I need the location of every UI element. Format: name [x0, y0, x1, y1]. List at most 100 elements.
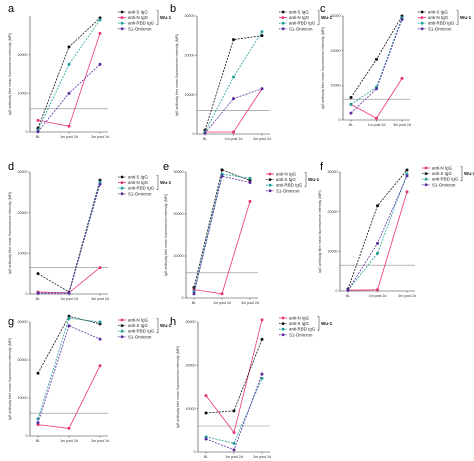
legend-swatch-marker — [120, 324, 124, 327]
data-point-s1-omicron — [36, 421, 40, 425]
data-point-s1-omicron — [405, 174, 409, 178]
y-axis-label: IgG antibody titre mean fluorescence int… — [176, 346, 180, 429]
x-tick-label: BL — [36, 135, 40, 139]
x-tick-label: 3m post 2d — [253, 137, 271, 141]
legend-swatch-marker — [268, 178, 272, 182]
data-point-anti-n-igg — [232, 431, 236, 434]
data-point-anti-rbd-igg — [349, 102, 353, 106]
legend-entry-anti-n-igg: anti-N IgG — [432, 166, 453, 171]
data-point-s1-omicron — [204, 437, 208, 441]
data-point-s1-omicron — [346, 288, 350, 292]
legend-swatch-marker — [120, 186, 124, 190]
data-point-s1-omicron — [400, 17, 404, 21]
data-point-anti-n-igg — [204, 394, 208, 398]
legend-swatch-marker — [424, 166, 428, 170]
series-line-anti-s-igg — [347, 169, 408, 290]
legend-swatch-marker — [120, 335, 124, 339]
series-line-s1-omicron — [37, 325, 101, 423]
legend-group-label: Wu-1 — [460, 15, 472, 20]
data-point-anti-rbd-igg — [232, 75, 235, 79]
y-tick-label: 30000 — [18, 320, 28, 324]
legend-entry-anti-s-igg: anti-S IgG — [432, 171, 452, 176]
y-axis-label: IgG antibody titre mean fluorescence int… — [175, 34, 179, 117]
y-tick-label: 30000 — [331, 14, 341, 18]
legend-entry-anti-n-igg: anti-N IgG — [289, 316, 310, 321]
x-tick-label: 3m post 2d — [91, 439, 109, 443]
legend-entry-anti-s-igg: anti-S IgG — [428, 10, 448, 15]
data-point-anti-rbd-igg — [248, 176, 252, 180]
x-tick-label: BL — [36, 297, 40, 301]
legend-entry-anti-rbd-igg: anti-RBD IgG — [128, 329, 155, 334]
panel-letter: c — [320, 3, 326, 15]
legend-entry-anti-rbd-igg: anti-RBD IgG — [128, 21, 155, 26]
legend-entry-anti-s-igg: anti-S IgG — [289, 321, 309, 326]
y-tick-label: 30000 — [185, 14, 195, 18]
legend-bracket — [460, 166, 463, 181]
y-tick-label: 10000 — [18, 252, 28, 256]
x-tick-label: 3m post 2d — [398, 294, 416, 298]
y-tick-label: 10000 — [185, 93, 195, 97]
data-point-s1-omicron — [98, 337, 102, 341]
y-axis-label: IgG antibody titre mean fluorescence int… — [164, 194, 168, 277]
series-line-s1-omicron — [38, 184, 101, 294]
data-point-anti-s-igg — [260, 337, 264, 341]
legend-swatch-marker — [120, 175, 124, 179]
x-tick-label: 3m post 2d — [91, 297, 109, 301]
legend-swatch-marker — [420, 16, 424, 19]
y-tick-label: 0 — [339, 118, 341, 122]
y-tick-label: 10000 — [18, 92, 28, 96]
y-tick-label: 0 — [194, 450, 196, 454]
panel-letter: a — [8, 3, 15, 15]
legend-entry-anti-n-igg: anti-N IgG — [289, 15, 310, 20]
panel-letter: b — [170, 3, 176, 15]
series-line-anti-n-igg — [37, 365, 101, 429]
y-tick-label: 0 — [182, 296, 184, 300]
data-point-s1-omicron — [203, 131, 207, 135]
legend-swatch-marker — [424, 183, 428, 187]
y-tick-label: 30000 — [18, 170, 28, 174]
panel-letter: g — [8, 316, 14, 328]
y-tick-label: 10000 — [331, 84, 341, 88]
y-tick-label: 0 — [26, 292, 28, 296]
chart-panel-g: g 0 10000 20000 30000 IgG antibody titre mean… — [8, 314, 172, 443]
legend-swatch-marker — [281, 27, 285, 31]
x-tick-label: BL — [346, 294, 350, 298]
x-tick-label: BL — [36, 439, 40, 443]
data-point-anti-n-igg — [400, 76, 404, 80]
legend-swatch-marker — [120, 181, 124, 185]
y-tick-label: 0 — [336, 289, 338, 293]
data-point-anti-rbd-igg — [67, 62, 71, 66]
y-axis-label: IgG antibody titre mean fluorescence int… — [321, 27, 325, 110]
legend-swatch-marker — [120, 21, 124, 25]
data-point-anti-rbd-igg — [98, 18, 102, 22]
legend-swatch-marker — [281, 327, 285, 331]
x-tick-label: 3m post 2d — [253, 455, 271, 459]
legend-entry-s1-omicron: S1-Omicron — [128, 334, 152, 339]
y-tick-label: 20000 — [328, 210, 338, 214]
legend-group-label: Wu-1 — [160, 323, 172, 328]
y-tick-label: 20000 — [18, 211, 28, 215]
data-point-anti-s-igg — [376, 204, 379, 208]
data-point-s1-omicron — [220, 174, 224, 178]
y-tick-label: 30000 — [328, 170, 338, 174]
y-axis-label: IgG antibody titre mean fluorescence int… — [8, 192, 12, 275]
x-tick-label: 3m post 2d — [393, 123, 411, 127]
data-point-anti-rbd-igg — [192, 290, 196, 294]
x-tick-label: 1m post 2d — [213, 301, 231, 305]
legend-swatch-marker — [281, 322, 285, 325]
legend-entry-anti-rbd-igg: anti-RBD IgG — [428, 21, 455, 26]
y-tick-label: 20000 — [185, 54, 195, 58]
series-line-s1-omicron — [204, 88, 263, 134]
legend-swatch-marker — [120, 192, 124, 196]
legend-bracket — [156, 318, 159, 333]
legend-swatch-marker — [268, 189, 272, 193]
data-point-anti-n-igg — [405, 190, 409, 194]
legend-entry-anti-s-igg: anti-S IgG — [289, 10, 309, 15]
data-point-s1-omicron — [260, 87, 264, 91]
data-point-s1-omicron — [376, 241, 379, 245]
data-point-anti-n-igg — [67, 426, 71, 430]
data-point-s1-omicron — [36, 130, 40, 134]
